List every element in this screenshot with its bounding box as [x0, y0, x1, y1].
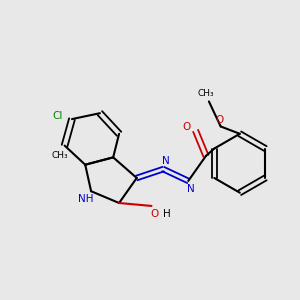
Text: O: O	[183, 122, 191, 132]
Text: O: O	[150, 209, 158, 219]
Text: H: H	[163, 209, 171, 219]
Text: Cl: Cl	[52, 110, 62, 121]
Text: CH₃: CH₃	[52, 151, 68, 160]
Text: O: O	[215, 115, 223, 125]
Text: CH₃: CH₃	[198, 89, 214, 98]
Text: NH: NH	[78, 194, 94, 205]
Text: N: N	[187, 184, 194, 194]
Text: N: N	[162, 156, 170, 166]
